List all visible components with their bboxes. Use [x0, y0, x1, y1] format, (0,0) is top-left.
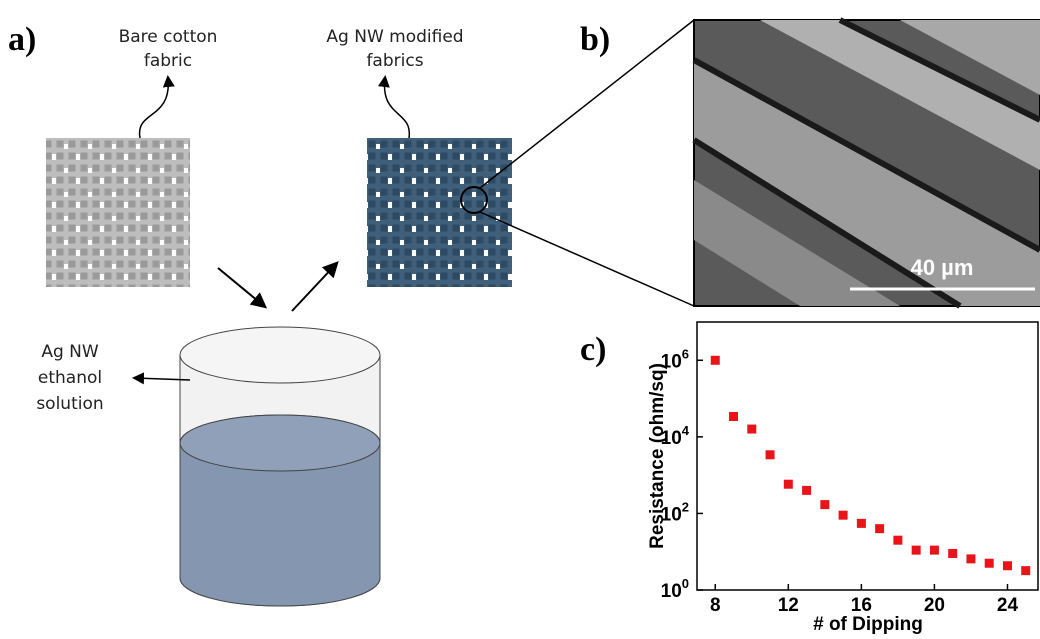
marker	[930, 546, 939, 555]
marker	[875, 524, 884, 533]
bare-fabric	[46, 138, 190, 287]
marker	[985, 559, 994, 568]
pointer	[384, 78, 409, 138]
marker	[1021, 566, 1030, 575]
marker	[1003, 561, 1012, 570]
sem-image	[694, 20, 1040, 306]
marker	[729, 412, 738, 421]
marker	[802, 486, 811, 495]
marker	[711, 356, 720, 365]
zoom-line	[480, 212, 694, 306]
marker	[784, 480, 793, 489]
marker	[948, 549, 957, 558]
fabric-label: fabric	[144, 51, 192, 71]
scale-label: 40 µm	[911, 255, 974, 280]
marker	[839, 511, 848, 520]
solution-label: Ag NW	[41, 342, 99, 362]
marker	[747, 425, 756, 434]
fabric-label: fabrics	[366, 51, 423, 71]
y-tick-label: 106	[661, 346, 689, 372]
panel-label: c)	[580, 331, 606, 368]
solution-label: solution	[36, 394, 103, 414]
panel-label: a)	[8, 21, 36, 58]
x-tick-label: 16	[851, 595, 872, 616]
pointer	[140, 78, 169, 138]
arrow	[292, 264, 336, 311]
x-tick-label: 8	[710, 595, 721, 616]
marker	[766, 450, 775, 459]
x-tick-label: 24	[997, 595, 1019, 616]
fabric-label: Ag NW modified	[326, 27, 463, 47]
panel-label: b)	[580, 21, 610, 58]
marker	[912, 546, 921, 555]
beaker-rim	[180, 327, 380, 383]
solution-surface	[180, 415, 380, 471]
x-tick-label: 20	[924, 595, 945, 616]
arrow	[218, 268, 264, 306]
marker	[893, 536, 902, 545]
plot-frame	[697, 322, 1038, 590]
solution-label: ethanol	[38, 368, 102, 388]
marker	[966, 554, 975, 563]
fabric-label: Bare cotton	[119, 27, 218, 47]
x-axis-label: # of Dipping	[813, 614, 923, 635]
modified-fabric	[367, 138, 512, 287]
y-tick-label: 100	[661, 576, 689, 602]
figure: a) Bare cotton fabric Ag NW modified fab…	[0, 0, 1040, 639]
marker	[857, 519, 866, 528]
x-tick-label: 12	[778, 595, 799, 616]
marker	[820, 500, 829, 509]
